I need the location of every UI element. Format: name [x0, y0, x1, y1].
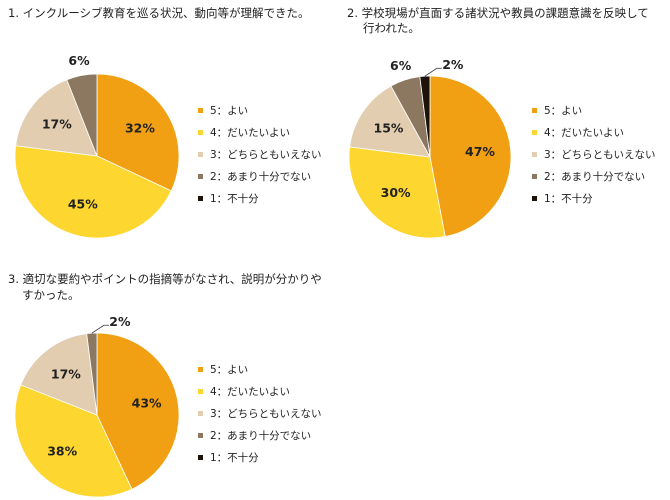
slice-data-label: 15%	[374, 120, 404, 135]
legend-item: 2：あまり十分でない	[198, 165, 321, 187]
pie-slice	[20, 333, 98, 416]
legend-item: 3：どちらともいえない	[198, 143, 321, 165]
legend-swatch	[198, 107, 203, 113]
legend-label: 3：どちらともいえない	[544, 148, 656, 161]
legend-item: 4：だいたいよい	[198, 380, 321, 402]
legend-1: 5：よい 4：だいたいよい 3：どちらともいえない 2：あまり十分でない 1：不十分	[198, 99, 321, 209]
pie-slice	[96, 73, 180, 192]
legend-label: 4：だいたいよい	[544, 126, 624, 139]
legend-item: 4：だいたいよい	[198, 121, 321, 143]
legend-item: 1：不十分	[532, 187, 655, 209]
legend-label: 1：不十分	[544, 192, 593, 205]
legend-label: 5：よい	[210, 363, 249, 376]
legend-item: 2：あまり十分でない	[198, 424, 321, 446]
chart-title-line-1: 2. 学校現場が直面する諸状況や教員の課題意識を反映して	[347, 6, 649, 20]
pie-slice	[429, 75, 512, 238]
legend-3: 5：よい 4：だいたいよい 3：どちらともいえない 2：あまり十分でない 1：不十分	[198, 358, 321, 468]
legend-label: 3：どちらともいえない	[210, 148, 322, 161]
slice-data-label: 17%	[42, 116, 72, 131]
pie-chart-3: 43% 38% 17% 2%	[14, 314, 180, 498]
slice-data-label: 38%	[47, 444, 77, 459]
legend-item: 3：どちらともいえない	[532, 143, 655, 165]
legend-label: 5：よい	[210, 104, 249, 117]
legend-swatch	[198, 432, 203, 438]
legend-label: 1：不十分	[210, 451, 259, 464]
pie-slice	[348, 146, 446, 239]
legend-item: 5：よい	[198, 358, 321, 380]
legend-label: 1：不十分	[210, 192, 259, 205]
slice-data-label: 6%	[390, 58, 412, 73]
legend-swatch	[532, 129, 537, 135]
slice-data-label: 6%	[68, 53, 90, 68]
legend-label: 5：よい	[544, 104, 583, 117]
slice-data-label: 30%	[381, 185, 411, 200]
legend-swatch	[198, 151, 203, 157]
legend-swatch	[198, 173, 203, 179]
legend-item: 5：よい	[198, 99, 321, 121]
chart-title: 1. インクルーシブ教育を巡る状況、動向等が理解できた。	[8, 6, 310, 20]
chart-panel-2: 2. 学校現場が直面する諸状況や教員の課題意識を反映して 行われた。 47% 30…	[335, 0, 670, 250]
legend-swatch	[532, 195, 537, 201]
legend-swatch	[532, 173, 537, 179]
chart-title-line-2: すかった。	[22, 288, 80, 302]
slice-data-label: 17%	[51, 366, 81, 381]
legend-swatch	[198, 195, 203, 201]
slice-data-label: 43%	[132, 395, 162, 410]
legend-swatch	[198, 454, 203, 460]
pie-slice	[96, 332, 180, 490]
leader-line	[91, 324, 109, 334]
legend-2: 5：よい 4：だいたいよい 3：どちらともいえない 2：あまり十分でない 1：不十分	[532, 99, 655, 209]
pie-slice	[419, 75, 431, 158]
legend-item: 3：どちらともいえない	[198, 402, 321, 424]
legend-swatch	[198, 410, 203, 416]
legend-item: 2：あまり十分でない	[532, 165, 655, 187]
legend-label: 2：あまり十分でない	[210, 429, 312, 442]
legend-item: 5：よい	[532, 99, 655, 121]
legend-label: 4：だいたいよい	[210, 385, 290, 398]
pie-chart-2: 47% 30% 15% 6% 2%	[348, 57, 512, 239]
pie-chart-1: 32% 45% 17% 6%	[14, 53, 180, 239]
pie-slice	[14, 384, 133, 498]
chart-panel-3: 3. 適切な要約やポイントの指摘等がなされ、説明が分かりや すかった。 43% 3…	[0, 262, 340, 500]
legend-item: 4：だいたいよい	[532, 121, 655, 143]
slice-data-label: 2%	[109, 314, 131, 329]
legend-swatch	[198, 388, 203, 394]
chart-title-line-1: 3. 適切な要約やポイントの指摘等がなされ、説明が分かりや	[8, 272, 322, 286]
slice-data-label: 47%	[465, 144, 495, 159]
legend-label: 4：だいたいよい	[210, 126, 290, 139]
chart-title-line-2: 行われた。	[363, 21, 420, 35]
pie-slice	[15, 79, 98, 157]
leader-line	[424, 67, 442, 77]
legend-swatch	[532, 107, 537, 113]
legend-item: 1：不十分	[198, 187, 321, 209]
pie-slice	[349, 85, 431, 158]
legend-label: 2：あまり十分でない	[544, 170, 646, 183]
legend-swatch	[532, 151, 537, 157]
slice-data-label: 2%	[442, 57, 464, 72]
pie-slice	[66, 73, 98, 157]
chart-panel-1: 1. インクルーシブ教育を巡る状況、動向等が理解できた。 32% 45% 17% 6%…	[0, 0, 340, 250]
legend-label: 2：あまり十分でない	[210, 170, 312, 183]
legend-swatch	[198, 129, 203, 135]
slice-data-label: 45%	[68, 196, 98, 211]
legend-swatch	[198, 366, 203, 372]
legend-item: 1：不十分	[198, 446, 321, 468]
pie-slice	[14, 145, 172, 239]
slice-data-label: 32%	[125, 120, 155, 135]
legend-label: 3：どちらともいえない	[210, 407, 322, 420]
